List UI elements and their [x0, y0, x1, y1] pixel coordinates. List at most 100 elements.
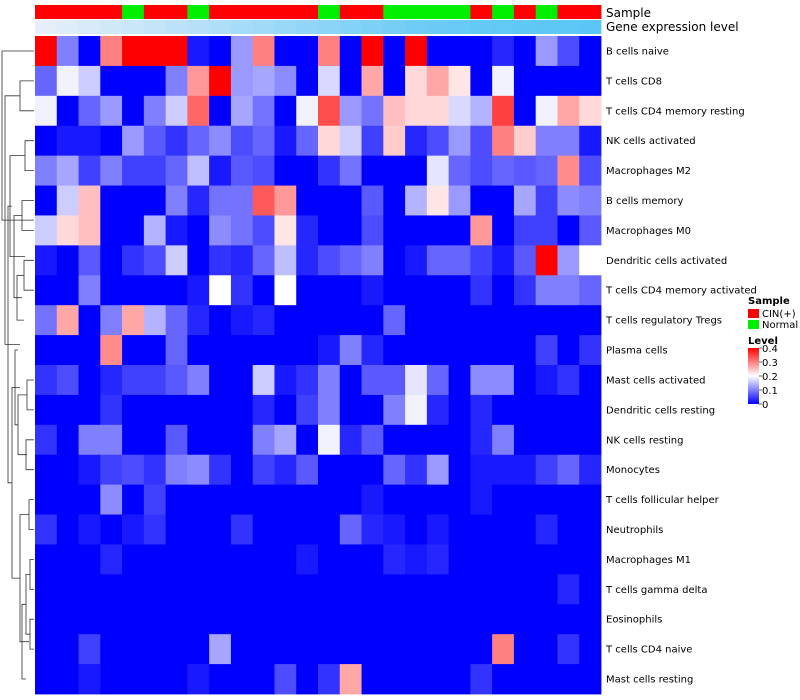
- heatmap-cell: [296, 634, 319, 665]
- heatmap-cell: [492, 185, 515, 216]
- heatmap-cell: [296, 36, 319, 67]
- heatmap-cell: [78, 185, 101, 216]
- heatmap-cell: [383, 155, 406, 186]
- heatmap-cell: [318, 125, 341, 157]
- gene-level-annotation-cell: [296, 20, 319, 34]
- heatmap-cell: [165, 514, 188, 545]
- heatmap-cell: [579, 544, 602, 575]
- sample-annotation-cell: [448, 5, 471, 19]
- heatmap-cell: [274, 454, 297, 486]
- heatmap-cell: [492, 65, 515, 97]
- heatmap-cell: [470, 454, 493, 486]
- heatmap-cell: [122, 664, 145, 695]
- heatmap-cell: [296, 275, 319, 306]
- heatmap-cell: [78, 484, 101, 515]
- heatmap-cell: [296, 155, 319, 186]
- heatmap-cell: [230, 454, 254, 486]
- legend-level-tick-label: 0.1: [762, 386, 778, 397]
- heatmap-cell: [78, 604, 101, 635]
- heatmap-cell: [361, 125, 384, 157]
- heatmap-cell: [361, 365, 384, 396]
- heatmap-cell: [383, 95, 406, 127]
- heatmap-cell: [122, 335, 145, 366]
- gene-level-annotation-title: Gene expression level: [606, 20, 739, 34]
- heatmap-cell: [143, 484, 167, 515]
- sample-annotation-cell: [209, 5, 232, 19]
- dendrogram-branch: [28, 499, 34, 530]
- heatmap-cell: [187, 95, 210, 127]
- sample-annotation-cell: [56, 5, 79, 19]
- heatmap-cell: [56, 424, 79, 456]
- heatmap-cell: [230, 604, 254, 635]
- heatmap-cell: [252, 275, 275, 306]
- heatmap-cell: [579, 95, 602, 127]
- heatmap-cell: [470, 185, 493, 216]
- heatmap-cell: [405, 544, 428, 575]
- heatmap-cell: [274, 275, 297, 306]
- heatmap-cell: [187, 155, 210, 186]
- heatmap-cell: [339, 574, 362, 605]
- heatmap-cell: [122, 424, 145, 456]
- heatmap-cell: [35, 185, 58, 216]
- heatmap-cell: [513, 424, 537, 456]
- heatmap-cell: [318, 65, 341, 97]
- heatmap-cell: [535, 335, 558, 366]
- heatmap-cell: [296, 95, 319, 127]
- heatmap-cell: [296, 305, 319, 336]
- dendrogram-branch: [25, 574, 30, 635]
- heatmap-cell: [470, 155, 493, 186]
- heatmap-cell: [187, 664, 210, 695]
- heatmap-cell: [35, 604, 58, 635]
- heatmap-cell: [274, 664, 297, 695]
- heatmap-cell: [405, 424, 428, 456]
- dendrogram-branch: [25, 439, 34, 471]
- heatmap-cell: [470, 245, 493, 276]
- heatmap-cell: [405, 604, 428, 635]
- row-label: Mast cells resting: [606, 675, 693, 686]
- heatmap-cell: [78, 574, 101, 605]
- heatmap-cell: [339, 365, 362, 396]
- gene-level-annotation-cell: [165, 20, 188, 34]
- heatmap-cell: [405, 36, 428, 67]
- heatmap-cell: [165, 394, 188, 426]
- heatmap-cell: [361, 65, 384, 97]
- legend-level-tick-label: 0.3: [762, 358, 778, 369]
- heatmap-cell: [339, 245, 362, 276]
- heatmap-cell: [426, 36, 450, 67]
- heatmap-cell: [209, 544, 232, 575]
- sample-annotation-cell: [230, 5, 254, 19]
- heatmap-cell: [187, 215, 210, 246]
- row-label: B cells naive: [606, 46, 669, 57]
- heatmap-cell: [274, 335, 297, 366]
- heatmap-cell: [78, 305, 101, 336]
- heatmap-cell: [339, 484, 362, 515]
- row-label: T cells gamma delta: [605, 585, 707, 596]
- row-label: Monocytes: [606, 465, 660, 476]
- heatmap-cell: [426, 185, 450, 216]
- heatmap-cell: [535, 36, 558, 67]
- heatmap-cell: [252, 484, 275, 515]
- heatmap-cell: [296, 514, 319, 545]
- heatmap-cell: [143, 185, 167, 216]
- heatmap-cell: [56, 65, 79, 97]
- sample-annotation-cell: [165, 5, 188, 19]
- heatmap-cell: [35, 454, 58, 486]
- legend-level-ticks: 0.4 0.3 0.2 0.1 0: [759, 344, 778, 411]
- row-label: T cells CD4 memory resting: [605, 106, 745, 117]
- heatmap-cell: [252, 454, 275, 486]
- row-label: Mast cells activated: [606, 375, 705, 386]
- heatmap-cell: [383, 335, 406, 366]
- heatmap-cell: [492, 604, 515, 635]
- heatmap-cell: [383, 125, 406, 157]
- heatmap-cell: [100, 155, 123, 186]
- heatmap-cell: [535, 245, 558, 276]
- heatmap-cell: [56, 514, 79, 545]
- heatmap-cell: [143, 365, 167, 396]
- heatmap-cell: [165, 65, 188, 97]
- heatmap-cell: [209, 305, 232, 336]
- heatmap-cell: [470, 335, 493, 366]
- heatmap-cell: [143, 664, 167, 695]
- gene-level-annotation-cell: [187, 20, 210, 34]
- heatmap-cell: [535, 95, 558, 127]
